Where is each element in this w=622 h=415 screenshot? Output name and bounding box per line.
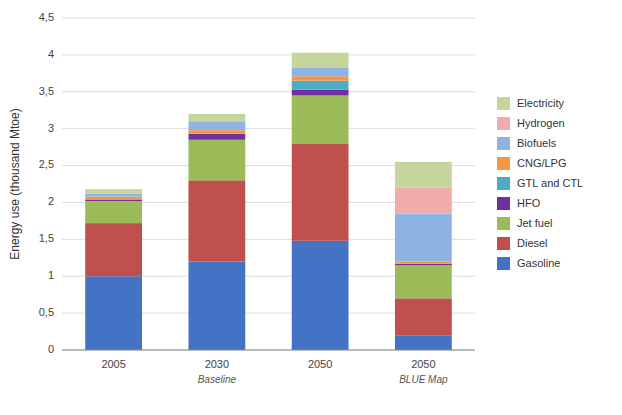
bar-segment	[292, 95, 349, 143]
bar-segment	[188, 121, 245, 130]
chart: 0 0,5 1 1,5 2 2,5 3 3,5 4 4,5 Energy use (thousand…	[0, 0, 622, 415]
bar-segment	[85, 194, 142, 197]
bar-segment	[292, 90, 349, 96]
bar-segment	[188, 114, 245, 121]
x-tick-label: 2030	[205, 358, 229, 370]
bar-segment	[395, 261, 452, 263]
y-tick-label: 4,5	[39, 11, 54, 23]
bar-segment	[292, 76, 349, 80]
legend-label: Gasoline	[517, 257, 560, 269]
bar-segment	[85, 197, 142, 200]
bar-segment	[395, 265, 452, 298]
bar-segment	[188, 261, 245, 350]
bar-segment	[395, 162, 452, 188]
x-tick-sublabel: BLUE Map	[399, 374, 448, 385]
bar-segment	[188, 134, 245, 140]
legend-label: Hydrogen	[517, 117, 565, 129]
legend-swatch	[497, 237, 510, 250]
series	[85, 76, 452, 263]
legend-swatch	[497, 97, 510, 110]
legend-swatch	[497, 177, 510, 190]
series	[85, 143, 452, 335]
legend-swatch	[497, 257, 510, 270]
legend-swatch	[497, 157, 510, 170]
y-tick-label: 1,5	[39, 232, 54, 244]
legend-label: CNG/LPG	[517, 157, 567, 169]
legend-swatch	[497, 217, 510, 230]
x-axis-line	[62, 350, 475, 351]
y-tick-labels: 0 0,5 1 1,5 2 2,5 3 3,5 4 4,5	[39, 11, 54, 355]
bar-segment	[395, 264, 452, 265]
bar-segment	[292, 81, 349, 90]
x-tick-label: 2005	[101, 358, 125, 370]
bar-segment	[85, 223, 142, 276]
y-tick-label: 2,5	[39, 158, 54, 170]
y-tick-label: 2	[48, 195, 54, 207]
series	[85, 67, 452, 261]
bar-segment	[292, 241, 349, 350]
x-tick-label: 2050	[411, 358, 435, 370]
y-tick-label: 0	[48, 343, 54, 355]
legend-swatch	[497, 137, 510, 150]
y-tick-label: 3	[48, 122, 54, 134]
x-tick-labels: 2005 2030 Baseline 2050 2050 BLUE Map	[101, 358, 448, 385]
bar-segment	[85, 276, 142, 350]
x-tick-sublabel: Baseline	[198, 374, 237, 385]
bar-segment	[85, 201, 142, 223]
legend-label: Diesel	[517, 237, 548, 249]
bar-segment	[188, 180, 245, 261]
grid	[62, 18, 475, 350]
series	[85, 90, 452, 266]
legend-label: Electricity	[517, 97, 565, 109]
legend-label: HFO	[517, 197, 541, 209]
bar-segment	[395, 188, 452, 214]
x-tick-label: 2050	[308, 358, 332, 370]
grid-line	[62, 54, 475, 55]
series	[85, 95, 452, 298]
grid-line	[62, 350, 475, 351]
bars	[85, 53, 452, 350]
grid-line	[62, 91, 475, 92]
legend-label: Jet fuel	[517, 217, 552, 229]
y-tick-label: 0,5	[39, 306, 54, 318]
bar-segment	[395, 298, 452, 335]
grid-line	[62, 128, 475, 129]
series	[395, 188, 452, 214]
series	[85, 53, 452, 194]
bar-segment	[292, 53, 349, 68]
y-tick-label: 3,5	[39, 85, 54, 97]
series	[292, 81, 349, 90]
bar-segment	[188, 130, 245, 134]
legend-label: Biofuels	[517, 137, 557, 149]
y-tick-label: 1	[48, 269, 54, 281]
bar-segment	[85, 199, 142, 200]
bar-segment	[188, 140, 245, 181]
legend-swatch	[497, 197, 510, 210]
bar-segment	[292, 143, 349, 240]
legend-swatch	[497, 117, 510, 130]
bar-segment	[395, 214, 452, 262]
y-tick-label: 4	[48, 48, 54, 60]
y-axis-label: Energy use (thousand Mtoe)	[8, 108, 22, 259]
legend-label: GTL and CTL	[517, 177, 583, 189]
grid-line	[62, 18, 475, 19]
legend: Electricity Hydrogen Biofuels CNG/LPG GTL an…	[497, 97, 583, 270]
bar-segment	[85, 189, 142, 193]
bar-segment	[292, 67, 349, 76]
bar-segment	[395, 335, 452, 350]
